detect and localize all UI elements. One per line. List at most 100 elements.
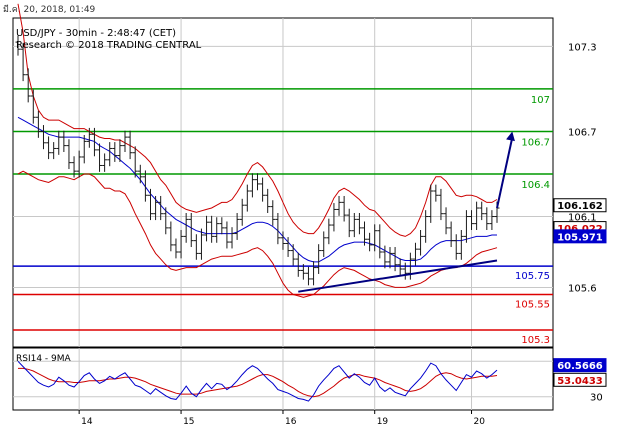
price-bar [356,212,362,235]
price-bar [81,134,87,164]
price-bar [362,221,368,246]
price-bar [102,153,108,172]
price-bar [412,242,418,266]
price-bar [392,247,398,272]
price-bar [188,212,194,248]
price-bar [402,262,408,280]
price-bar [117,139,123,162]
chart-subtitle: Research © 2018 TRADING CENTRAL [16,40,202,51]
price-bar [40,125,46,150]
price-bar [163,207,169,235]
price-bar [474,201,480,231]
price-bar [25,68,31,103]
moving-average-tag: 105.971 [553,229,607,244]
price-bar [66,139,72,170]
price-bar [423,210,429,243]
price-bar [458,230,464,260]
price-bar [397,258,403,276]
price-bar [489,210,495,231]
moving-average-tag-box [553,229,607,244]
price-bar [71,156,77,178]
rsi-line [17,360,498,402]
price-bars [15,35,500,286]
resistance-label-106.4: 106.4 [521,180,550,191]
price-bar [137,164,143,184]
support-trendline [298,259,498,293]
price-bar [30,89,36,124]
price-bar [153,195,159,221]
price-bar [372,224,378,252]
price-bar [97,143,103,172]
resistance-label-106.7: 106.7 [521,137,550,148]
ytick-label-105.6: 105.6 [568,283,597,294]
price-bar [290,244,296,266]
support-label-105.75: 105.75 [515,271,550,282]
rsi-ytick-label-30: 30 [590,393,603,404]
price-bar [229,227,235,249]
ytick-label-106.1: 106.1 [568,213,597,224]
price-bar [285,237,291,257]
rsi-lines [17,360,498,402]
price-bar [346,208,352,238]
moving-average-line [17,116,497,263]
price-bar [280,231,286,250]
price-bar [86,127,92,148]
price-bar [265,188,271,213]
rsi-signal-tag-box [553,372,607,387]
price-bar [331,203,337,232]
price-bar [275,212,281,245]
price-bar [239,198,245,226]
price-bar [316,244,322,274]
price-bar [214,217,220,243]
price-bar [209,215,215,243]
price-bar [147,188,153,221]
price-bar [377,224,383,259]
price-bar [15,35,21,56]
price-bar [341,195,347,222]
price-bar [234,212,240,240]
rsi-signal-tag-text: 53.0433 [557,376,603,387]
price-bar [173,238,179,259]
price-bar [428,184,434,223]
price-bar [204,215,210,242]
xtick-label-20: 20 [474,417,486,427]
price-bar [255,173,260,191]
price-bar [249,173,255,198]
resistance-label-107: 107 [531,95,550,106]
moving-average-tag-text: 105.971 [557,232,603,243]
price-bar [219,217,225,235]
support-label-105.3: 105.3 [521,335,550,346]
price-bar [178,230,184,259]
date-header: มี.ค. 20, 2018, 01:49 [3,4,96,15]
price-bar [311,261,317,286]
price-bar [56,130,62,155]
price-bar [142,170,148,202]
rsi-value-tag: 60.5666 [553,358,607,373]
price-bar [469,210,475,231]
price-bar [433,184,439,202]
price-bar [122,130,128,153]
last-price-tag-box [553,198,607,213]
bollinger-upper-line [17,3,498,237]
price-bar [61,130,67,153]
support-label-105.55: 105.55 [515,300,550,311]
price-bar [168,221,174,252]
price-bar [453,234,459,260]
price-bar [132,146,138,178]
price-bar [127,130,133,160]
price-bar [183,212,189,243]
price-bar [20,42,26,82]
x-axis-labels: 14 15 16 19 20 [78,410,486,427]
rsi-value-tag-box [553,358,607,373]
price-bar [321,231,327,257]
xtick-label-14: 14 [81,417,93,427]
price-bar [443,207,449,235]
forecast-arrow-shaft [496,137,514,209]
price-bar [107,142,113,167]
price-bar [351,212,357,238]
bollinger-lower-line [17,170,498,298]
ytick-label-107.3: 107.3 [568,42,597,53]
